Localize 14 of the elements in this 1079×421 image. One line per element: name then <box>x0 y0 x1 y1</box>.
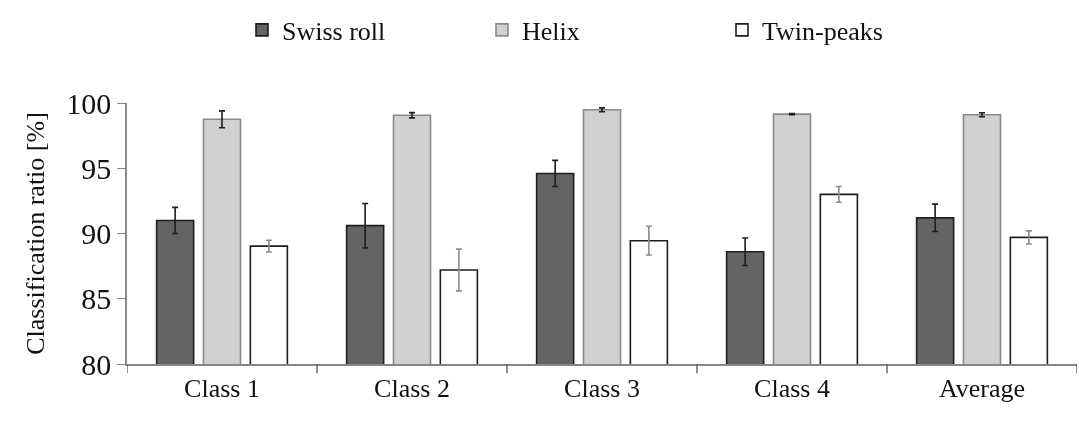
y-tick-label: 90 <box>81 217 112 250</box>
legend-label: Swiss roll <box>282 16 386 46</box>
y-axis-title: Classification ratio [%] <box>21 112 51 355</box>
legend-label: Twin-peaks <box>762 16 883 46</box>
x-tick-label: Average <box>938 373 1026 403</box>
y-tick-label: 95 <box>81 151 112 185</box>
y-tick-label: 100 <box>66 86 112 120</box>
legend-label: Helix <box>522 16 580 46</box>
x-tick-label: Class 3 <box>564 373 640 403</box>
x-tick-label: Class 4 <box>754 373 830 403</box>
x-tick-label: Class 1 <box>184 373 260 403</box>
y-tick-label: 85 <box>81 282 112 316</box>
x-tick-label: Class 2 <box>374 373 450 403</box>
y-tick-label: 80 <box>81 347 112 381</box>
